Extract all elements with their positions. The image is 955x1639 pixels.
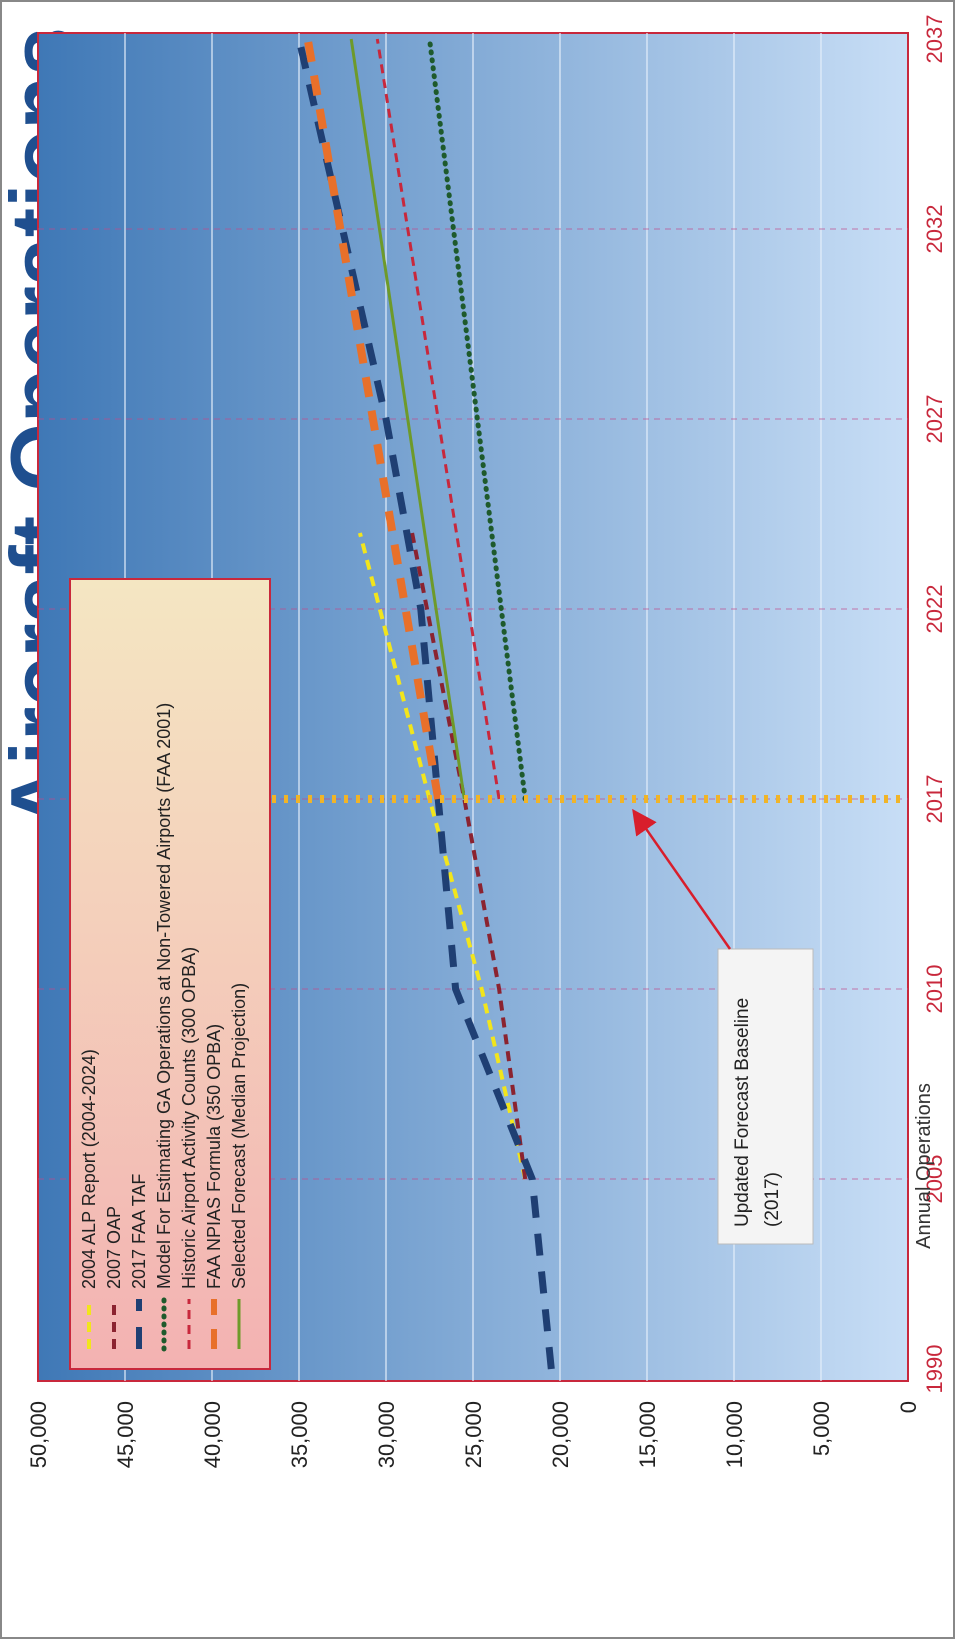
series-line-0 — [357, 532, 528, 1180]
series-line-6 — [349, 38, 466, 800]
x-tick-label: 2027 — [922, 395, 947, 444]
y-axis-label: Annual Operations — [913, 1083, 935, 1249]
y-tick-label: 15,000 — [635, 1401, 660, 1468]
annotation-text-line2: (2017) — [762, 1172, 783, 1227]
series-line-5 — [303, 38, 443, 800]
x-tick-label: 2005 — [922, 1155, 947, 1204]
x-tick-labels: 1990 2005 2010 2017 2022 2027 2032 2037 — [922, 15, 947, 1394]
legend-label-3: Model For Estimating GA Operations at No… — [154, 703, 174, 1289]
series-line-4 — [375, 38, 501, 800]
y-tick-label: 10,000 — [722, 1401, 747, 1468]
legend-label-1: 2007 OAP — [104, 1206, 124, 1289]
y-tick-label: 30,000 — [374, 1401, 399, 1468]
annotation-box — [717, 948, 814, 1245]
x-tick-label: 2032 — [922, 205, 947, 254]
annotation-arrow — [632, 808, 732, 950]
legend: 2004 ALP Report (2004-2024) 2007 OAP 2017 … — [69, 578, 271, 1370]
x-tick-label: 1990 — [922, 1345, 947, 1394]
baseline-annotation: Updated Forecast Baseline (2017) — [632, 808, 814, 1245]
y-tick-label: 40,000 — [200, 1401, 225, 1468]
x-tick-label: 2022 — [922, 585, 947, 634]
y-tick-labels: 0 5,000 10,000 15,000 20,000 25,000 30,000 35,0… — [26, 1401, 921, 1468]
x-tick-label: 2010 — [922, 965, 947, 1014]
x-tick-label: 2037 — [922, 15, 947, 64]
y-tick-label: 50,000 — [26, 1401, 51, 1468]
y-tick-label: 0 — [896, 1401, 921, 1413]
legend-label-4: Historic Airport Activity Counts (300 OP… — [179, 947, 199, 1289]
y-tick-label: 20,000 — [548, 1401, 573, 1468]
y-tick-label: 25,000 — [461, 1401, 486, 1468]
legend-label-2: 2017 FAA TAF — [129, 1174, 149, 1289]
y-tick-label: 45,000 — [113, 1401, 138, 1468]
x-tick-label: 2017 — [922, 775, 947, 824]
annotation-text-line1: Updated Forecast Baseline — [732, 998, 753, 1227]
y-tick-label: 5,000 — [809, 1401, 834, 1456]
legend-label-0: 2004 ALP Report (2004-2024) — [79, 1049, 99, 1289]
legend-label-6: Selected Forecast (Median Projection) — [229, 983, 249, 1289]
y-tick-label: 35,000 — [287, 1401, 312, 1468]
legend-label-5: FAA NPIAS Formula (350 OPBA) — [204, 1024, 224, 1289]
series-lines — [295, 36, 555, 1370]
series-line-3 — [427, 36, 528, 802]
legend-box — [69, 578, 271, 1370]
